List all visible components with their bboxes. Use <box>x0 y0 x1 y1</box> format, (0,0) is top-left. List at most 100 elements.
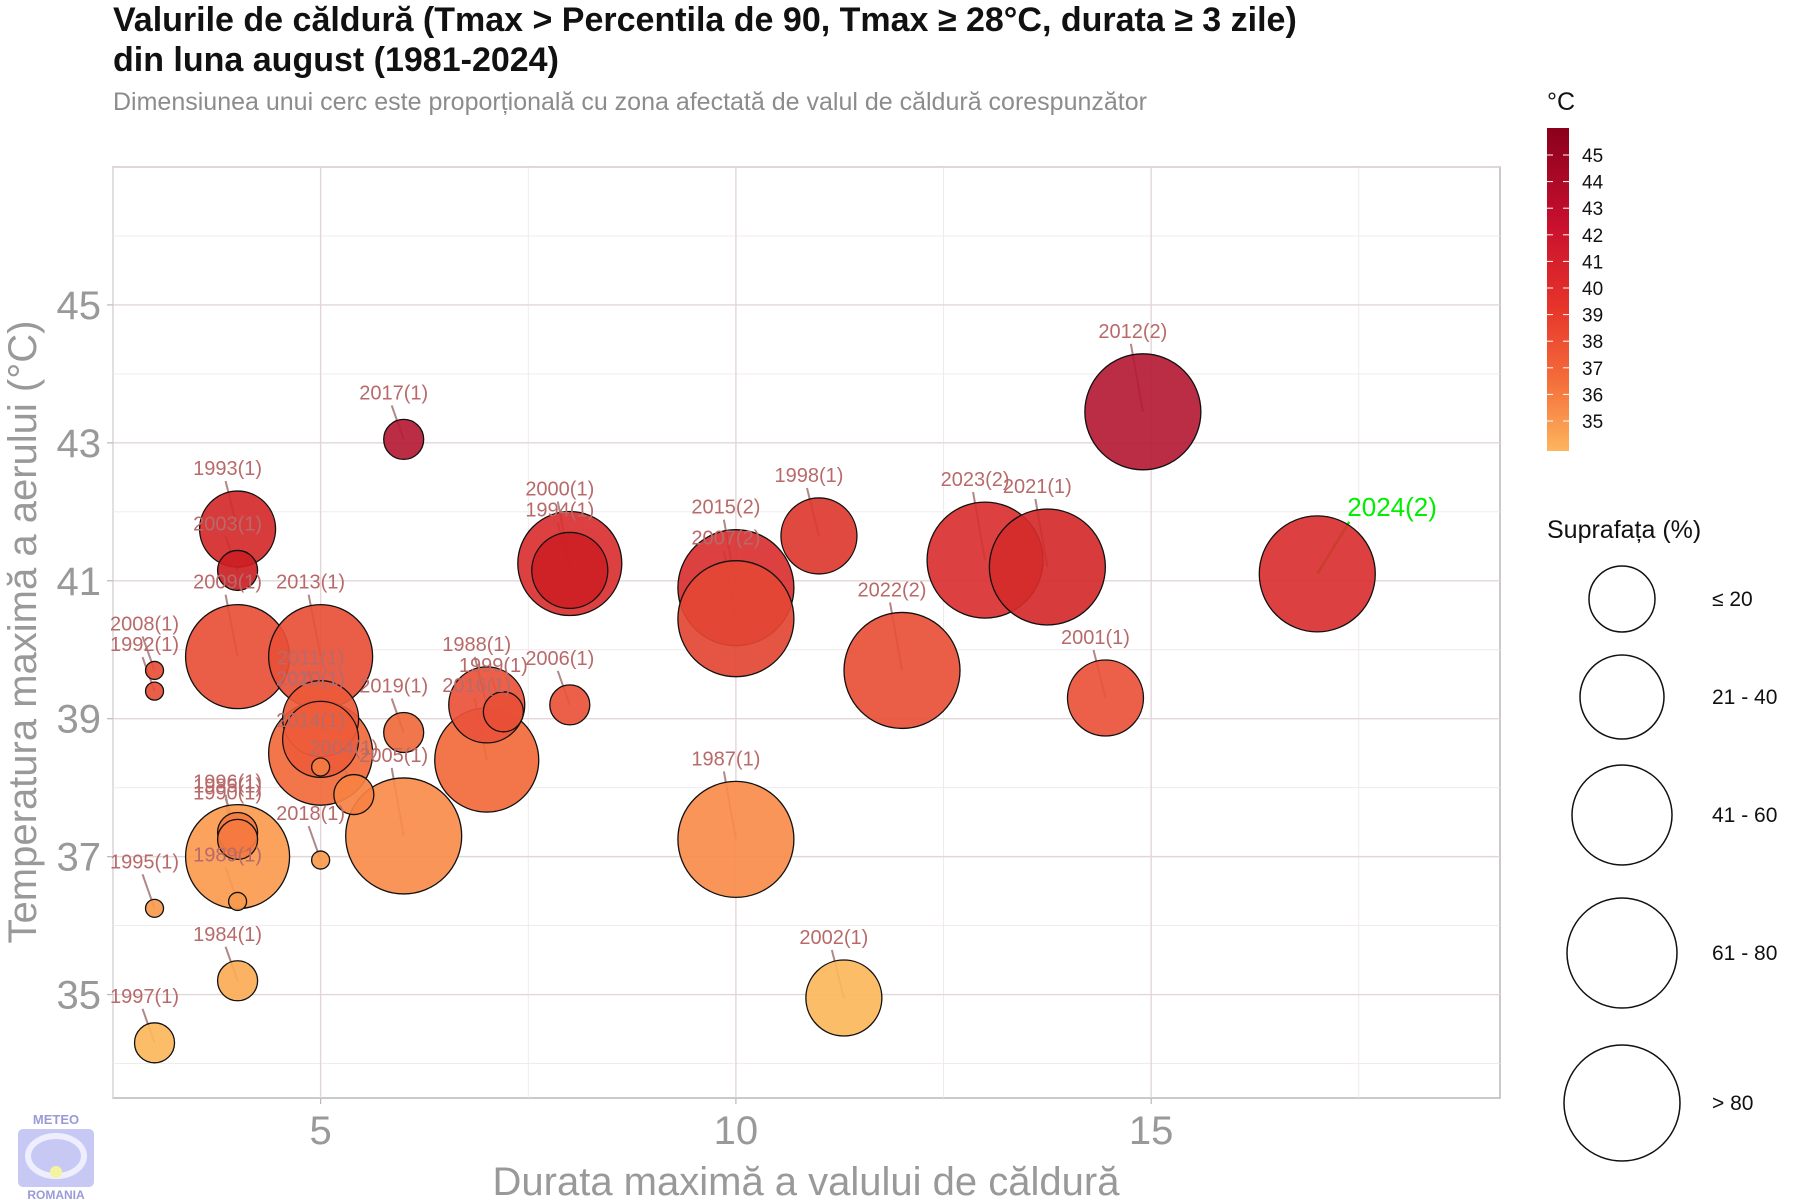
size-legend-circle <box>1588 565 1656 633</box>
x-tick-label: 5 <box>310 1109 332 1153</box>
point-label: 1996(1) <box>193 772 262 794</box>
x-tick-label: 10 <box>714 1109 759 1153</box>
bubble <box>310 757 331 777</box>
y-tick-label: 39 <box>57 698 102 742</box>
point-label: 2017(1) <box>359 382 428 404</box>
bubble <box>383 711 425 754</box>
y-tick-label: 43 <box>57 422 102 466</box>
point-label: 2007(2) <box>691 528 760 550</box>
bubble <box>677 780 795 899</box>
point-labels: 2012(2) 2017(1) 1993(1) 2003(1) 2000(1)1994(… <box>110 321 1437 1008</box>
point-label: 2011(1) <box>277 648 344 670</box>
point-label: 2006(1) <box>525 648 594 670</box>
bubble <box>1084 353 1202 471</box>
color-legend-label: 35 <box>1582 412 1603 433</box>
point-label: 2002(1) <box>799 927 868 949</box>
size-legend-circle <box>1571 764 1673 866</box>
point-label: 1990(1) <box>193 782 262 804</box>
logo-text-top: METEO <box>33 1112 79 1127</box>
logo-text-bottom: ROMANIA <box>27 1188 85 1200</box>
point-label: 2022(2) <box>858 579 927 601</box>
size-legend-circle <box>1566 897 1678 1009</box>
chart-subtitle: Dimensiunea unui cerc este proporțională… <box>113 88 1147 116</box>
point-label: 2023(2) <box>941 469 1010 491</box>
bubble <box>144 898 165 919</box>
x-tick-label: 15 <box>1129 1109 1174 1153</box>
point-label: 1995(1) <box>110 851 179 873</box>
x-axis-ticks: 5 10 15 <box>310 1098 1174 1153</box>
point-label: 1989(1) <box>193 844 262 866</box>
y-axis-ticks: 35 37 39 41 43 45 <box>57 284 113 1018</box>
bubble <box>333 773 375 816</box>
y-tick-label: 45 <box>57 284 102 328</box>
bubble <box>677 560 795 678</box>
point-label: 2008(1) <box>110 613 179 635</box>
bubble <box>1258 515 1376 633</box>
point-label: 1987(1) <box>691 748 760 770</box>
color-legend-label: 44 <box>1582 173 1604 194</box>
chart-title: Valurile de căldură (Tmax > Percentila d… <box>113 0 1297 80</box>
bubble <box>549 684 591 726</box>
bubble <box>281 700 360 779</box>
size-legend: ≤ 20 21 - 40 41 - 60 61 - 80 > 80 <box>1563 565 1777 1162</box>
bubble <box>216 549 259 592</box>
bubble <box>144 681 165 701</box>
bubble <box>780 497 858 575</box>
point-label: 2000(1) <box>525 479 594 501</box>
point-label: 2010(1) <box>276 668 345 690</box>
point-label: 1998(1) <box>774 465 843 487</box>
bubble <box>988 508 1107 626</box>
y-axis-label: Temperatura maximă a aerului (°C) <box>1 321 45 944</box>
color-legend-label: 38 <box>1582 332 1603 353</box>
bubble <box>383 418 425 461</box>
size-legend-title: Suprafața (%) <box>1547 516 1701 544</box>
size-legend-label: > 80 <box>1712 1092 1753 1115</box>
point-label: 2013(1) <box>276 572 345 594</box>
bubble <box>805 959 883 1037</box>
color-legend-bar <box>1547 128 1569 451</box>
logo-sun <box>50 1166 62 1178</box>
point-label: 1994(1) <box>525 499 594 521</box>
size-legend-label: 61 - 80 <box>1712 942 1777 965</box>
color-legend-label: 37 <box>1582 359 1603 380</box>
x-axis-label: Durata maximă a valului de căldură <box>493 1160 1121 1200</box>
bubble <box>227 891 248 912</box>
color-legend-label: 39 <box>1582 306 1603 327</box>
bubble <box>310 850 331 870</box>
y-tick-label: 37 <box>57 836 102 880</box>
point-label: 2001(1) <box>1061 627 1130 649</box>
size-legend-label: 21 - 40 <box>1712 686 1777 709</box>
y-tick-label: 41 <box>57 560 102 604</box>
meteo-romania-logo: METEO ROMANIA <box>18 1112 94 1200</box>
bubble <box>216 818 259 861</box>
point-label: 2024(2) <box>1347 492 1437 522</box>
title-line-2: din luna august (1981-2024) <box>113 41 559 79</box>
bubble <box>482 691 525 733</box>
point-label: 1997(1) <box>110 986 179 1008</box>
bubble <box>1066 659 1145 737</box>
point-label: 1985(1) <box>193 775 262 797</box>
point-label: 2014(1) <box>276 710 345 732</box>
point-label: 1993(1) <box>193 458 262 480</box>
color-legend-label: 40 <box>1582 279 1603 300</box>
bubble <box>144 660 165 681</box>
point-label: 2005(1) <box>359 745 428 767</box>
point-label: 2021(1) <box>1003 476 1072 498</box>
point-label: 2012(2) <box>1098 321 1167 343</box>
color-legend-ticks: 45 44 43 42 41 40 39 38 37 36 35 <box>1547 146 1604 433</box>
bubble <box>345 777 463 895</box>
color-legend-label: 42 <box>1582 226 1603 247</box>
bubble <box>843 611 961 730</box>
data-bubbles <box>133 353 1376 1064</box>
point-label: 1999(1) <box>459 655 528 677</box>
title-line-1: Valurile de căldură (Tmax > Percentila d… <box>113 1 1297 39</box>
y-tick-label: 35 <box>57 974 102 1018</box>
size-legend-circle <box>1579 654 1665 740</box>
color-legend-label: 41 <box>1582 252 1603 273</box>
point-label: 2020(1) <box>276 668 345 690</box>
color-legend-label: 43 <box>1582 199 1603 220</box>
point-label: 2004(1) <box>309 738 378 760</box>
bubble <box>531 531 609 610</box>
point-label: 2003(1) <box>193 513 262 535</box>
